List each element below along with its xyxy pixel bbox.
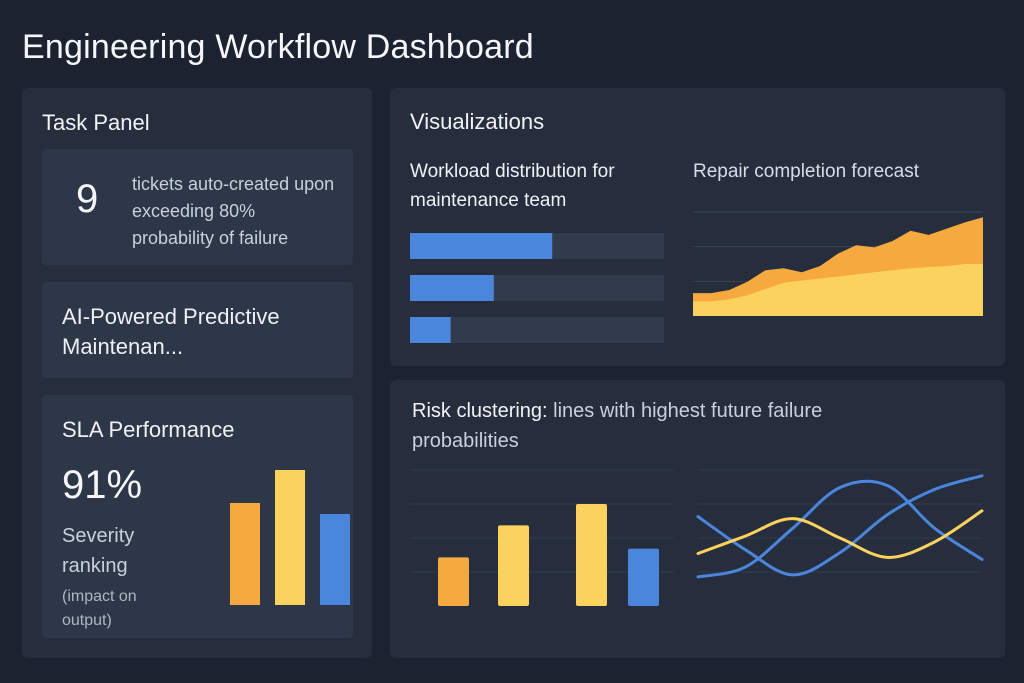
workload-bar-1	[410, 233, 553, 259]
sla-value: 91%	[62, 463, 143, 507]
ticket-count: 9	[76, 177, 99, 221]
sla-bar-3	[320, 514, 350, 605]
workload-bar-3	[410, 317, 451, 343]
sla-bar-1	[230, 503, 260, 605]
risk-title-rest: lines with highest future failure probab…	[412, 400, 823, 452]
workload-track-3	[410, 317, 664, 343]
sla-bar-2	[275, 470, 305, 605]
repair-forecast-chart[interactable]	[693, 211, 983, 316]
risk-bar-2	[498, 525, 529, 606]
forecast-chart-label: Repair completion forecast	[693, 161, 919, 182]
ticket-description: tickets auto-created upon exceeding 80% …	[132, 174, 335, 248]
module-title: AI-Powered Predictive Maintenan...	[62, 304, 280, 359]
risk-bar-1	[438, 557, 469, 606]
risk-title-bold: Risk clustering:	[412, 400, 548, 422]
workload-distribution-chart[interactable]	[410, 233, 664, 345]
task-panel-heading: Task Panel	[42, 110, 150, 135]
forecast-area-2	[693, 264, 983, 316]
ticket-summary-card[interactable]: 9 tickets auto-created upon exceeding 80…	[42, 149, 353, 265]
severity-sublabel: (impact on output)	[62, 588, 137, 629]
risk-bar-4	[628, 548, 659, 606]
risk-line-1	[696, 474, 984, 577]
risk-line-3	[696, 509, 984, 559]
workload-chart-label: Workload distribution for maintenance te…	[410, 161, 615, 211]
risk-cluster-line-chart[interactable]	[696, 469, 984, 606]
task-panel: Task Panel 9 tickets auto-created upon e…	[22, 88, 372, 658]
sla-performance-card[interactable]: SLA Performance 91% Severity ranking (im…	[42, 395, 353, 638]
risk-clustering-panel: Risk clustering: lines with highest futu…	[390, 380, 1005, 658]
visualizations-heading: Visualizations	[410, 109, 545, 134]
risk-line-2	[696, 479, 984, 579]
module-card[interactable]: AI-Powered Predictive Maintenan...	[42, 282, 353, 378]
risk-bar-3	[576, 504, 607, 606]
sla-severity-chart	[230, 470, 350, 605]
workload-bar-2	[410, 275, 494, 301]
page-title: Engineering Workflow Dashboard	[22, 28, 534, 66]
risk-clustering-title: Risk clustering: lines with highest futu…	[412, 396, 932, 456]
risk-cluster-bar-chart[interactable]	[410, 469, 674, 606]
severity-label: Severity ranking	[62, 525, 135, 577]
sla-heading: SLA Performance	[62, 417, 235, 442]
visualizations-panel: Visualizations Workload distribution for…	[390, 88, 1005, 366]
